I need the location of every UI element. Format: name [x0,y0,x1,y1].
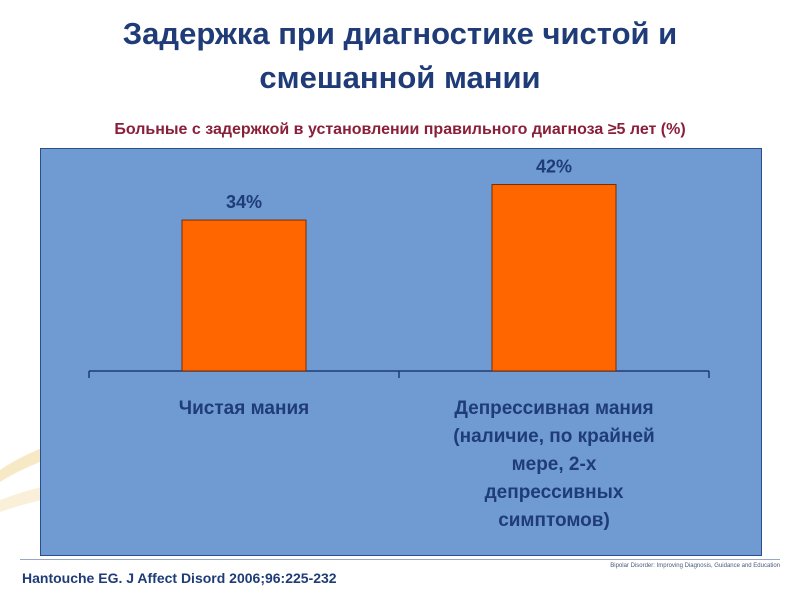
bar-2 [491,184,617,372]
category-label-line: мере, 2-х [511,454,597,475]
data-label-1: 34% [226,192,262,212]
data-label-2: 42% [536,157,572,177]
bar-1 [181,219,307,372]
category-label-line: депрессивных [484,482,624,503]
bar-chart: 34% 42% [88,157,710,378]
category-label-depressive-mania: Депрессивная мания (наличие, по крайней ме… [399,395,709,535]
slide-title: Задержка при диагностике чистой и смешан… [122,16,678,95]
chart-title: Больные с задержкой в установлении прави… [114,121,686,138]
branding-text: Bipolar Disorder: Improving Diagnosis, G… [610,563,780,569]
footer-divider [20,559,780,560]
category-label-line: симптомов) [498,510,610,531]
category-label-pure-mania: Чистая мания [89,395,399,423]
citation: Hantouche EG. J Affect Disord 2006;96:22… [22,570,337,586]
category-label-line: (наличие, по крайней [453,426,655,447]
category-label-line: Депрессивная мания [454,398,654,419]
chart-panel: 34% 42% Чистая мания Депрессивная мания (н… [40,148,762,556]
category-label-line: Чистая мания [178,398,310,419]
